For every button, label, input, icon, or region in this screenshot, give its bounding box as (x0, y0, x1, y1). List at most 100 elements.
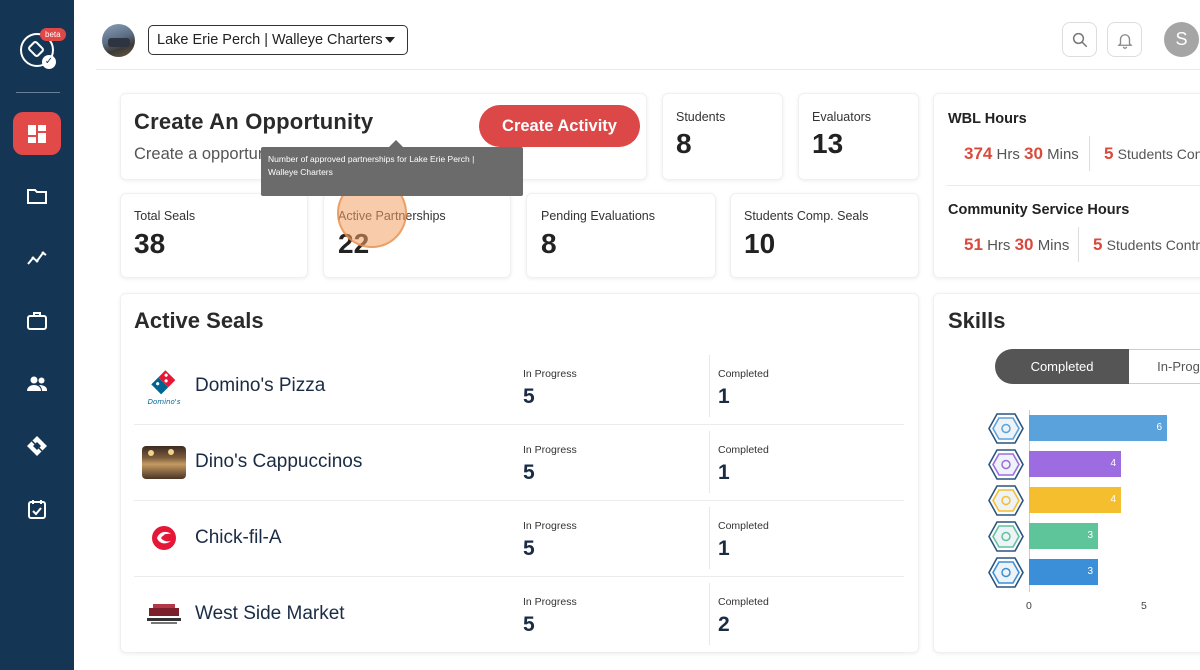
community-hours-title: Community Service Hours (948, 202, 1130, 218)
bell-icon (1116, 33, 1133, 49)
completed-value: 1 (718, 537, 730, 560)
students-card[interactable] (662, 93, 783, 180)
total-seals-label: Total Seals (134, 209, 196, 223)
in-progress-value: 5 (523, 385, 535, 408)
in-progress-value: 5 (523, 537, 535, 560)
sidebar-divider (16, 92, 60, 93)
tab-completed[interactable]: Completed (995, 349, 1129, 384)
user-avatar[interactable]: S (1164, 22, 1199, 57)
completed-value: 1 (718, 385, 730, 408)
in-progress-label: In Progress (523, 596, 577, 608)
sidebar-item-dashboard[interactable] (13, 112, 61, 155)
pending-evaluations-value: 8 (541, 228, 557, 259)
wbl-mins-number: 30 (1024, 144, 1043, 163)
total-seals-value: 38 (134, 228, 166, 259)
header-divider (96, 69, 1200, 70)
growth-icon (988, 521, 1024, 552)
community-hours-number: 51 (964, 235, 983, 254)
org-select-dropdown[interactable]: Lake Erie Perch | Walleye Charters (148, 25, 408, 55)
students-value: 8 (676, 128, 692, 159)
active-seals-card (120, 293, 919, 653)
pending-evaluations-label: Pending Evaluations (541, 209, 655, 223)
seal-row[interactable]: Dino's Cappuccinos In Progress 5 Complet… (134, 425, 904, 501)
chickfila-logo-icon (142, 521, 186, 555)
wbl-students-label: Students Con (1117, 146, 1200, 162)
in-progress-value: 5 (523, 461, 535, 484)
community-students: 5 Students Contr (1093, 235, 1200, 255)
students-comp-seals-card[interactable] (730, 193, 919, 278)
evaluators-value: 13 (812, 128, 844, 159)
seal-icon (27, 435, 47, 456)
create-opportunity-subtitle: Create a opportun (134, 145, 268, 163)
total-seals-card[interactable] (120, 193, 308, 278)
in-progress-label: In Progress (523, 520, 577, 532)
seal-column-divider (709, 583, 710, 645)
seal-name: West Side Market (195, 603, 345, 624)
skill-bar: 3 (1029, 523, 1098, 549)
seal-column-divider (709, 431, 710, 493)
org-select-value: Lake Erie Perch | Walleye Charters (157, 32, 383, 48)
wbl-students: 5 Students Con (1104, 144, 1200, 164)
pending-evaluations-card[interactable] (526, 193, 716, 278)
seal-name: Domino's Pizza (195, 375, 326, 396)
folder-icon (27, 188, 47, 204)
create-opportunity-title: Create An Opportunity (134, 109, 374, 134)
dashboard-icon (28, 124, 46, 143)
sidebar-item-calendar[interactable] (13, 487, 61, 530)
sidebar-item-opportunities[interactable] (13, 299, 61, 342)
sidebar-item-seals[interactable] (13, 424, 61, 467)
chart-line-icon (27, 251, 47, 265)
skill-bar: 4 (1029, 451, 1121, 477)
teamwork-icon (988, 413, 1024, 444)
community-mins-label: Mins (1037, 237, 1070, 254)
active-seals-title: Active Seals (134, 308, 264, 333)
completed-value: 2 (718, 613, 730, 636)
notifications-button[interactable] (1107, 22, 1142, 57)
sidebar-item-folder[interactable] (13, 174, 61, 217)
community-students-number: 5 (1093, 235, 1103, 254)
seal-name: Dino's Cappuccinos (195, 451, 363, 472)
chevron-down-icon (385, 37, 395, 43)
seal-row[interactable]: West Side Market In Progress 5 Completed… (134, 577, 904, 653)
wbl-students-number: 5 (1104, 144, 1114, 163)
wbl-hours-title: WBL Hours (948, 111, 1027, 127)
students-label: Students (676, 110, 726, 124)
sidebar-item-people[interactable] (13, 362, 61, 405)
svg-text:Domino's: Domino's (148, 398, 181, 406)
community-divider (1078, 227, 1079, 262)
reliability-icon (988, 485, 1024, 516)
completed-label: Completed (718, 520, 769, 532)
tooltip-line-1: Number of approved partnerships for Lake… (268, 154, 475, 164)
skill-bar: 4 (1029, 487, 1121, 513)
ethics-icon (988, 557, 1024, 588)
completed-label: Completed (718, 596, 769, 608)
sidebar-item-analytics[interactable] (13, 237, 61, 280)
time-management-icon (988, 449, 1024, 480)
seal-column-divider (709, 355, 710, 417)
calendar-check-icon (28, 499, 46, 519)
sidebar: ✓ beta (0, 0, 74, 670)
active-partnerships-tooltip: Number of approved partnerships for Lake… (261, 140, 523, 196)
hours-divider (946, 185, 1200, 186)
org-avatar[interactable] (102, 24, 135, 57)
community-hours-value: 51 Hrs 30 Mins (964, 235, 1069, 255)
evaluators-card[interactable] (798, 93, 919, 180)
skill-bar: 6 (1029, 415, 1167, 441)
evaluators-label: Evaluators (812, 110, 872, 124)
wbl-mins-label: Mins (1047, 146, 1079, 163)
seal-row[interactable]: Chick-fil-A In Progress 5 Completed 1 (134, 501, 904, 577)
seal-column-divider (709, 507, 710, 569)
cafe-photo-icon (142, 445, 186, 479)
app-logo-icon[interactable]: ✓ (20, 33, 56, 69)
dominos-logo-icon: Domino's (142, 369, 186, 406)
people-icon (27, 376, 47, 391)
create-activity-button[interactable]: Create Activity (479, 105, 640, 147)
x-tick: 0 (1026, 600, 1032, 612)
tab-in-progress[interactable]: In-Prog (1129, 349, 1200, 384)
community-mins-number: 30 (1014, 235, 1034, 254)
wbl-hours-value: 374 Hrs 30 Mins (964, 144, 1079, 164)
skills-title: Skills (948, 308, 1006, 333)
search-button[interactable] (1062, 22, 1097, 57)
seal-row[interactable]: Domino's Domino's Pizza In Progress 5 Co… (134, 349, 904, 425)
completed-label: Completed (718, 368, 769, 380)
